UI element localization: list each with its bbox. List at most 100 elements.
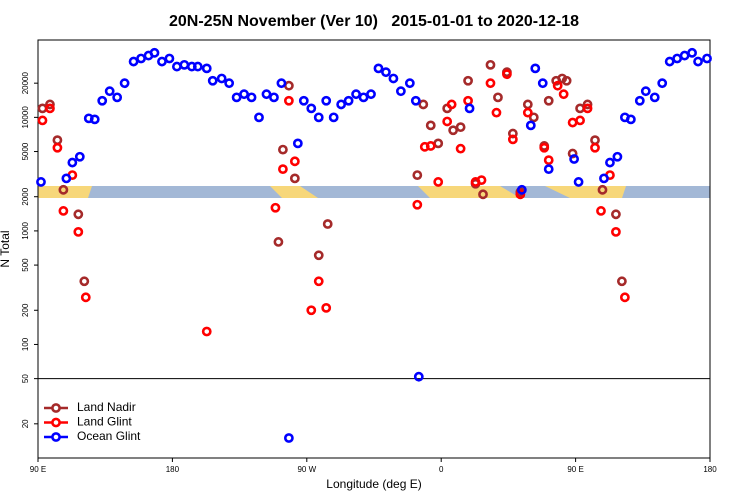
data-point [616, 276, 627, 287]
data-point [569, 154, 580, 164]
data-point [292, 138, 303, 149]
data-point [58, 184, 69, 195]
data-point [74, 151, 85, 162]
data-point [373, 63, 384, 74]
data-point [261, 89, 272, 100]
data-point [575, 115, 585, 126]
data-point [478, 189, 488, 200]
data-point [425, 141, 436, 151]
data-point [58, 206, 69, 216]
data-point [418, 99, 429, 110]
data-point [515, 189, 526, 200]
data-point [485, 78, 496, 89]
data-point [455, 122, 466, 133]
data-point [149, 47, 160, 58]
data-point [201, 63, 212, 74]
data-point [476, 175, 487, 186]
data-point [597, 184, 608, 195]
data-point [433, 177, 444, 187]
legend-label: Ocean Glint [77, 429, 141, 443]
data-point [61, 173, 72, 184]
data-point [522, 107, 533, 118]
data-point [582, 99, 593, 110]
y-tick-label: 1000 [21, 221, 30, 239]
data-point [388, 73, 399, 84]
data-point [491, 107, 502, 118]
data-point [104, 86, 115, 97]
data-point [201, 326, 212, 337]
data-point [507, 128, 518, 139]
data-point [596, 206, 606, 216]
data-point [306, 103, 317, 114]
data-point [283, 95, 294, 106]
data-point [52, 142, 63, 153]
data-point [273, 237, 284, 247]
data-point [157, 56, 167, 67]
data-point [207, 75, 218, 86]
data-point [493, 92, 503, 103]
data-point [343, 95, 354, 106]
x-axis-label: Longitude (deg E) [326, 477, 421, 491]
data-point [128, 56, 139, 67]
x-tick-label: 0 [439, 465, 444, 474]
data-point [525, 120, 536, 131]
data-point [664, 56, 675, 67]
data-point [611, 226, 621, 237]
x-tick-label: 90 W [297, 465, 316, 474]
data-point [289, 173, 300, 184]
data-point [80, 292, 91, 303]
data-point [231, 92, 242, 103]
data-point [552, 80, 563, 91]
data-point [537, 78, 548, 89]
data-point [351, 89, 361, 100]
y-tick-label: 200 [21, 303, 30, 317]
legend-marker [51, 432, 61, 442]
data-point [657, 78, 668, 89]
data-point [336, 99, 347, 110]
data-point [254, 112, 264, 123]
data-point [289, 156, 300, 167]
data-point [612, 151, 623, 162]
data-point [530, 63, 541, 74]
data-point [321, 302, 332, 313]
y-tick-label: 20 [21, 419, 30, 428]
data-point [97, 95, 108, 106]
data-point [322, 219, 333, 229]
data-point [112, 92, 123, 103]
data-point [328, 112, 339, 123]
data-point [269, 92, 279, 103]
data-point [276, 78, 287, 89]
x-tick-label: 90 E [30, 465, 46, 474]
data-point [412, 170, 423, 181]
y-axis-label: N Total [0, 230, 12, 267]
data-point [425, 120, 436, 131]
data-point [590, 142, 600, 153]
y-tick-label: 10000 [21, 106, 30, 129]
ocean-band [38, 186, 710, 198]
data-point [270, 202, 281, 213]
y-tick-label: 2000 [21, 187, 30, 205]
data-point [358, 92, 369, 103]
data-point [625, 114, 636, 125]
data-point [73, 209, 84, 220]
y-tick-label: 5000 [21, 142, 30, 160]
data-point [89, 114, 100, 125]
data-point [516, 184, 527, 195]
data-point [298, 95, 309, 106]
y-tick-label: 500 [21, 258, 30, 272]
data-point [381, 67, 391, 78]
data-point [464, 103, 475, 114]
data-point [446, 99, 457, 110]
data-point [567, 148, 578, 159]
data-point [321, 95, 332, 106]
data-point [278, 164, 288, 175]
data-point [73, 226, 84, 237]
data-point [239, 89, 249, 100]
data-point [611, 209, 621, 220]
data-point [164, 53, 175, 64]
data-point [640, 86, 651, 97]
map-band [38, 186, 710, 198]
chart-title: 20N-25N November (Ver 10) 2015-01-01 to … [169, 13, 579, 30]
data-point [283, 433, 294, 443]
